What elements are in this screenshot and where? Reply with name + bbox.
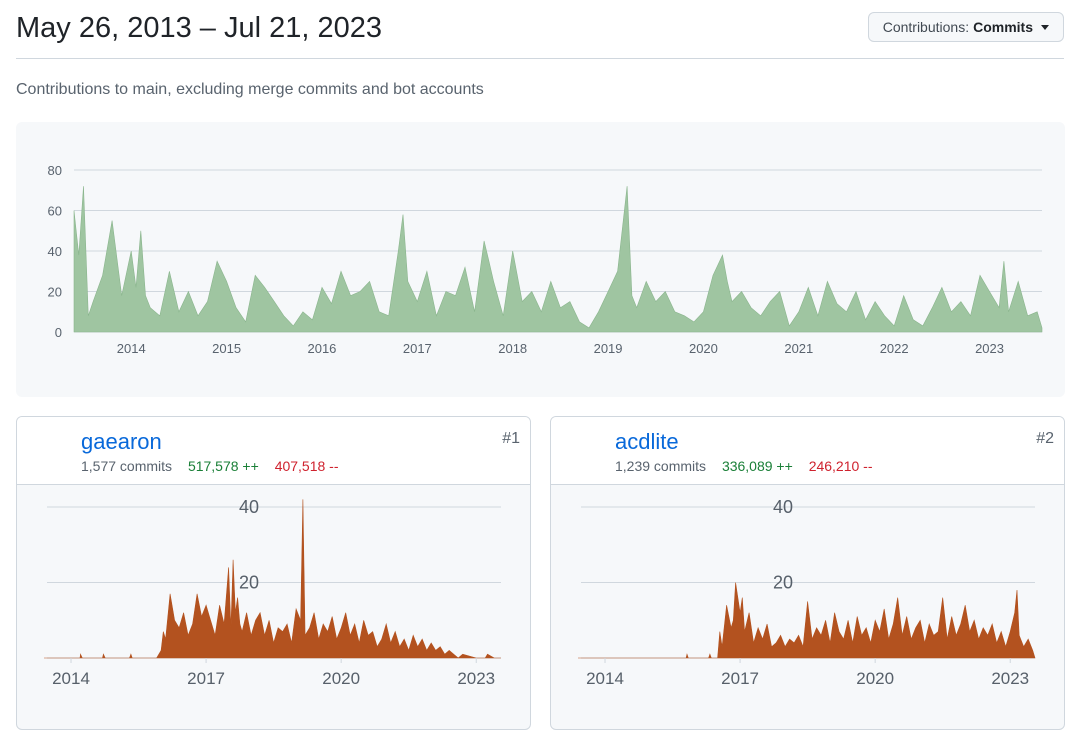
contributor-card-1: gaearon 1,577 commits 517,578 ++ 407,518…	[16, 416, 531, 730]
x-tick-label: 2018	[498, 341, 527, 356]
contributor-commits-chart: 20 40 2014 2017 2020 2023	[578, 497, 1036, 688]
contributor-rank: #2	[1036, 430, 1054, 447]
additions-count: 517,578 ++	[187, 458, 259, 474]
series-area	[578, 582, 1036, 659]
x-tick-label: 2019	[594, 341, 623, 356]
x-tick-label: 2020	[322, 669, 360, 688]
x-tick-label: 2016	[307, 341, 336, 356]
y-tick-label: 40	[239, 497, 259, 517]
x-tick-label: 2023	[991, 669, 1029, 688]
commits-overview-chart: 0 20 40 60 80 2014 2015 2016 2017 2018 2019 2020 202…	[48, 163, 1043, 356]
contributions-value: Commits	[973, 19, 1033, 35]
y-tick-label: 40	[48, 244, 62, 259]
y-tick-label: 60	[48, 204, 62, 219]
x-tick-label: 2015	[212, 341, 241, 356]
contributor-card-2: acdlite 1,239 commits 336,089 ++ 246,210…	[550, 416, 1065, 730]
x-tick-label: 2021	[784, 341, 813, 356]
chart-subtitle: Contributions to main, excluding merge c…	[16, 81, 484, 98]
contributor-stats: 1,239 commits 336,089 ++ 246,210 --	[615, 458, 873, 474]
series-area	[44, 499, 501, 659]
avatar[interactable]	[560, 426, 606, 472]
deletions-count: 246,210 --	[808, 458, 873, 474]
contributor-header: gaearon 1,577 commits 517,578 ++ 407,518…	[17, 417, 530, 485]
additions-count: 336,089 ++	[721, 458, 793, 474]
contributions-type-dropdown[interactable]: Contributions: Commits	[867, 12, 1064, 42]
x-tick-label: 2017	[187, 669, 225, 688]
y-tick-label: 20	[773, 573, 793, 593]
y-tick-label: 20	[48, 285, 62, 300]
contributions-label: Contributions:	[882, 19, 970, 35]
x-tick-label: 2020	[856, 669, 894, 688]
x-tick-label: 2017	[721, 669, 759, 688]
x-tick-label: 2014	[52, 669, 90, 688]
y-tick-label: 80	[48, 163, 62, 178]
y-tick-label: 0	[55, 325, 62, 340]
series-area	[73, 186, 1043, 333]
x-tick-label: 2022	[880, 341, 909, 356]
x-tick-label: 2020	[689, 341, 718, 356]
x-tick-label: 2023	[975, 341, 1004, 356]
contributor-name-link[interactable]: acdlite	[615, 429, 679, 454]
deletions-count: 407,518 --	[274, 458, 339, 474]
contributor-header: acdlite 1,239 commits 336,089 ++ 246,210…	[551, 417, 1064, 485]
contributor-name-link[interactable]: gaearon	[81, 429, 162, 454]
caret-down-icon	[1041, 24, 1049, 30]
commits-overview-panel: 0 20 40 60 80 2014 2015 2016 2017 2018 2019 2020 202…	[16, 122, 1065, 397]
x-tick-label: 2014	[586, 669, 624, 688]
page-header: May 26, 2013 – Jul 21, 2023 Contribution…	[16, 8, 1064, 59]
date-range-title: May 26, 2013 – Jul 21, 2023	[16, 12, 382, 44]
contributor-stats: 1,577 commits 517,578 ++ 407,518 --	[81, 458, 339, 474]
commit-count: 1,239 commits	[615, 458, 707, 474]
contributor-rank: #1	[502, 430, 520, 447]
commit-count: 1,577 commits	[81, 458, 173, 474]
contributor-commits-chart: 20 40 2014 2017 2020 2023	[44, 497, 501, 688]
avatar[interactable]	[26, 426, 72, 472]
x-tick-label: 2023	[457, 669, 495, 688]
x-tick-label: 2017	[403, 341, 432, 356]
x-tick-label: 2014	[117, 341, 146, 356]
y-tick-label: 40	[773, 497, 793, 517]
y-tick-label: 20	[239, 573, 259, 593]
